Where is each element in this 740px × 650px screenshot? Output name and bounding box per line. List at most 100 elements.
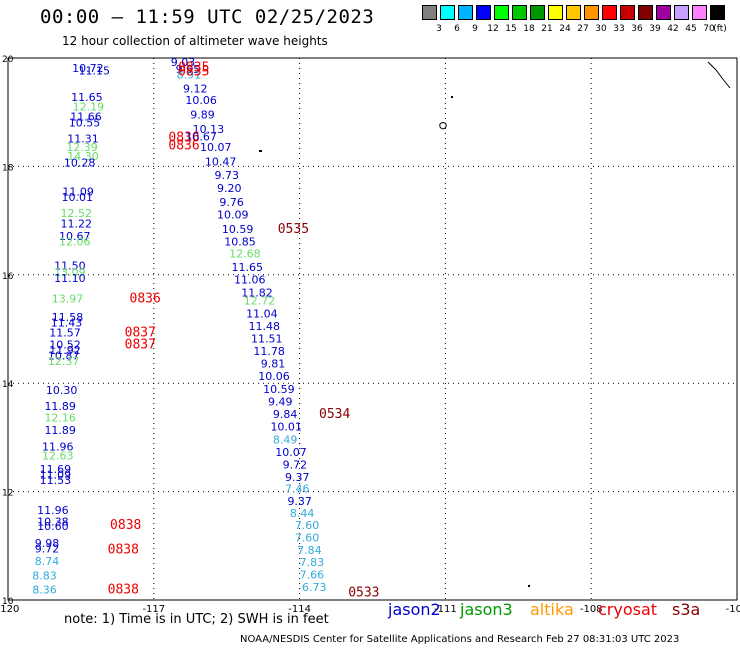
wave-height-value: 9.81 — [261, 357, 286, 370]
wave-height-value: 10.85 — [224, 236, 256, 249]
wave-height-value: 10.72 — [72, 62, 104, 75]
satellite-name-jason2: jason2 — [388, 600, 441, 619]
wave-height-value: 9.37 — [285, 471, 310, 484]
legend-swatch — [602, 5, 617, 20]
legend-swatch — [440, 5, 455, 20]
wave-height-value: 10.67 — [59, 230, 91, 243]
wave-height-value: 9.84 — [273, 408, 298, 421]
legend-swatch — [458, 5, 473, 20]
island-marker — [451, 96, 453, 98]
legend-label: 27 — [577, 24, 589, 34]
wave-height-value: 10.47 — [205, 155, 237, 168]
wave-height-value: 10.87 — [48, 349, 80, 362]
wave-height-value: 10.67 — [185, 130, 217, 143]
legend-label: 6 — [454, 24, 460, 34]
legend-swatch — [692, 5, 707, 20]
wave-height-value: 10.06 — [185, 94, 217, 107]
longitude-tick-label: -114 — [288, 604, 311, 615]
pass-time-label: 0838 — [110, 518, 141, 533]
latitude-tick-label: 12 — [2, 489, 13, 499]
legend-swatch — [674, 5, 689, 20]
credits-footer: NOAA/NESDIS Center for Satellite Applica… — [240, 634, 680, 645]
pass-time-label: 0838 — [108, 542, 139, 557]
legend-swatch — [584, 5, 599, 20]
legend-swatch — [620, 5, 635, 20]
legend-label: 3 — [436, 24, 442, 34]
wave-height-value: 11.65 — [232, 261, 264, 274]
wave-height-value: 10.09 — [217, 208, 249, 221]
wave-height-value: 11.51 — [251, 333, 283, 346]
wave-height-value: 7.84 — [297, 544, 322, 557]
legend-label: 33 — [613, 24, 625, 34]
latitude-tick-label: 10 — [2, 597, 14, 607]
longitude-tick-label: -108 — [580, 604, 603, 615]
legend-label: 45 — [685, 24, 697, 34]
pass-time-label: 0835 — [178, 64, 209, 79]
wave-height-value: 12.63 — [42, 450, 74, 463]
wave-height-value: 8.91 — [177, 69, 202, 82]
wave-height-value: 11.58 — [52, 311, 84, 324]
legend-label: 12 — [487, 24, 499, 34]
legend-label: 39 — [649, 24, 661, 34]
legend-swatch — [548, 5, 563, 20]
wave-height-value: 11.65 — [71, 91, 103, 104]
wave-height-value: 8.36 — [32, 583, 57, 596]
pass-time-label: 0534 — [319, 407, 350, 422]
wave-height-value: 10.52 — [49, 339, 80, 352]
wave-height-value: 11.66 — [70, 110, 102, 123]
wave-height-value: 12.19 — [73, 101, 105, 114]
wave-height-value: 9.89 — [190, 109, 215, 122]
wave-height-value: 11.04 — [246, 308, 278, 321]
latitude-tick-label: 20 — [2, 55, 14, 65]
wave-height-value: 7.60 — [295, 519, 320, 532]
wave-height-value: 9.72 — [35, 542, 60, 555]
legend-swatch — [476, 5, 491, 20]
wave-height-value: 11.78 — [253, 345, 285, 358]
wave-height-value: 14.30 — [67, 150, 99, 163]
wave-height-value: 11.96 — [42, 440, 74, 453]
satellite-name-s3a: s3a — [672, 600, 701, 619]
wave-height-value: 11.43 — [51, 316, 83, 329]
longitude-tick-label: -120 — [0, 604, 19, 615]
wave-height-value: 7.46 — [285, 483, 310, 496]
pass-time-label: 0837 — [125, 338, 156, 353]
pass-time-label: 0835 — [178, 61, 209, 76]
latitude-tick-label: 18 — [2, 163, 14, 173]
wave-height-value: 11.69 — [40, 463, 71, 476]
wave-height-value: 12.68 — [229, 247, 261, 260]
wave-height-value: 9.72 — [283, 458, 308, 471]
legend-label: 36 — [631, 24, 643, 34]
wave-height-value: 9.55 — [176, 63, 201, 76]
wave-height-value: 10.60 — [37, 520, 69, 533]
wave-height-value: 9.12 — [183, 83, 208, 96]
wave-height-value: 9.03 — [171, 56, 196, 69]
wave-height-value: 10.30 — [46, 384, 78, 397]
wave-height-value: 13.09 — [54, 266, 86, 279]
legend-swatch — [566, 5, 581, 20]
wave-height-value: 10.07 — [200, 141, 232, 154]
wave-height-value: 10.59 — [222, 223, 254, 236]
wave-height-value: 13.97 — [52, 292, 84, 305]
wave-height-value: 9.20 — [217, 182, 242, 195]
wave-height-value: 11.89 — [44, 424, 75, 437]
units-note: note: 1) Time is in UTC; 2) SWH is in fe… — [64, 612, 329, 627]
wave-height-value: 11.92 — [49, 344, 80, 357]
wave-height-value: 11.22 — [60, 218, 92, 231]
wave-height-value: 10.13 — [193, 123, 225, 136]
latitude-tick-label: 16 — [2, 272, 14, 282]
wave-height-value: 11.31 — [67, 133, 99, 146]
longitude-tick-label: -117 — [142, 604, 165, 615]
wave-height-value: 10.55 — [69, 116, 101, 129]
wave-height-value: 12.52 — [60, 207, 92, 220]
satellite-name-jason3: jason3 — [460, 600, 513, 619]
legend-swatch — [512, 5, 527, 20]
satellite-name-altika: altika — [530, 600, 574, 619]
latitude-tick-label: 14 — [2, 380, 14, 390]
legend-label: 21 — [541, 24, 553, 34]
wave-height-value: 8.44 — [290, 507, 315, 520]
wave-height-value: 12.72 — [244, 295, 276, 308]
wave-height-value: 11.50 — [54, 259, 86, 272]
legend-swatch — [494, 5, 509, 20]
wave-height-value: 9.98 — [35, 537, 60, 550]
